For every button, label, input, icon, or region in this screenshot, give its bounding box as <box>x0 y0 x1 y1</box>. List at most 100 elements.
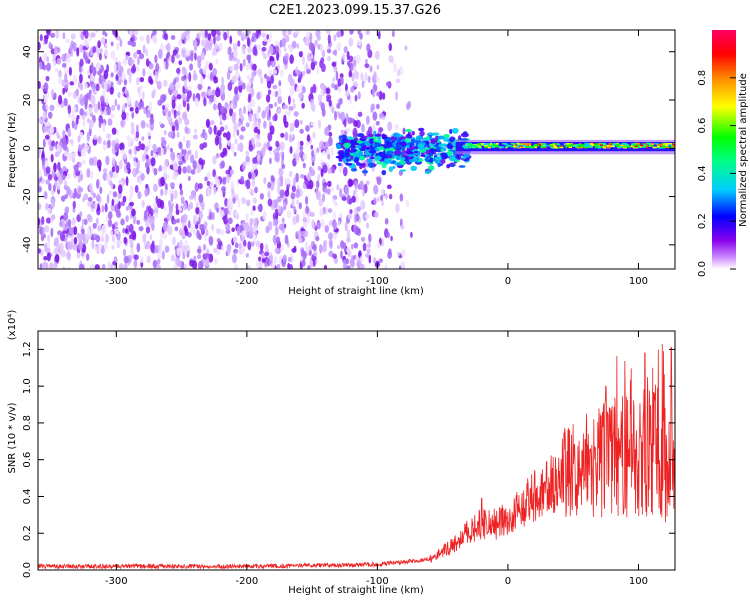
heatmap-cell <box>357 151 364 156</box>
heatmap-cell <box>207 187 212 197</box>
heatmap-cell <box>125 215 129 223</box>
heatmap-cell <box>388 248 392 256</box>
heatmap-cell <box>566 144 569 147</box>
heatmap-cell <box>62 129 66 138</box>
heatmap-cell <box>160 123 165 129</box>
heatmap-cell <box>543 145 546 148</box>
heatmap-cell <box>400 157 406 161</box>
heatmap-cell <box>181 148 185 155</box>
heatmap-cell <box>116 104 121 111</box>
heatmap-cell <box>229 35 233 45</box>
heatmap-cell <box>397 143 401 149</box>
heatmap-cell <box>248 171 252 180</box>
heatmap-cell <box>238 121 241 128</box>
heatmap-cell <box>339 76 344 86</box>
heatmap-cell <box>282 254 287 263</box>
heatmap-cell <box>440 148 444 153</box>
heatmap-cell <box>152 144 157 150</box>
heatmap-cell <box>376 196 381 203</box>
heatmap-cell <box>361 170 369 174</box>
heatmap-cell <box>662 146 665 149</box>
heatmap-cell <box>416 136 423 141</box>
heatmap-cell <box>494 143 499 146</box>
heatmap-cell <box>349 155 354 161</box>
heatmap-cell <box>224 124 228 131</box>
heatmap-cell <box>39 34 43 42</box>
heatmap-cell <box>345 162 353 166</box>
heatmap-cell <box>411 130 415 136</box>
heatmap-cell <box>97 242 103 250</box>
heatmap-cell <box>624 145 629 148</box>
heatmap-cell <box>346 237 351 243</box>
y-tick-label: 1.2 <box>22 341 33 357</box>
heatmap-cell <box>156 258 161 265</box>
heatmap-cell <box>324 224 330 233</box>
heatmap-cell <box>604 144 607 147</box>
heatmap-cell <box>410 231 413 239</box>
y-tick-label: 40 <box>22 45 33 58</box>
heatmap-cell <box>181 66 186 72</box>
heatmap-cell <box>381 162 387 169</box>
heatmap-cell <box>397 251 400 257</box>
heatmap-cell <box>220 186 227 193</box>
heatmap-cell <box>272 84 278 90</box>
heatmap-cell <box>283 120 289 128</box>
heatmap-cell <box>579 145 584 148</box>
heatmap-cell <box>577 146 579 149</box>
heatmap-cell <box>136 49 142 55</box>
heatmap-cell <box>305 205 310 214</box>
heatmap-cell <box>214 257 218 265</box>
heatmap-cell <box>655 143 660 145</box>
heatmap-cell <box>116 43 120 51</box>
heatmap-cell <box>280 244 284 252</box>
heatmap-cell <box>170 151 176 161</box>
heatmap-cell <box>194 149 199 159</box>
heatmap-cell <box>307 245 313 251</box>
heatmap-cell <box>63 97 68 107</box>
heatmap-cell <box>246 84 251 91</box>
heatmap-cell <box>61 135 67 145</box>
heatmap-cell <box>597 143 602 145</box>
heatmap-cell <box>46 62 51 72</box>
heatmap-cell <box>656 145 660 148</box>
heatmap-cell <box>278 223 284 231</box>
heatmap-cell <box>176 94 182 100</box>
heatmap-cell <box>258 256 261 262</box>
heatmap-cell <box>404 128 413 132</box>
heatmap-cell <box>365 213 370 219</box>
heatmap-cell <box>344 149 351 153</box>
heatmap-cell <box>209 212 213 220</box>
heatmap-cell <box>206 257 210 268</box>
heatmap-cell <box>630 145 633 148</box>
heatmap-cell <box>340 134 348 139</box>
heatmap-cell <box>240 175 245 183</box>
heatmap-cell <box>365 30 370 36</box>
heatmap-cell <box>292 32 298 39</box>
heatmap-cell <box>253 126 259 134</box>
heatmap-cell <box>277 107 281 114</box>
heatmap-cell <box>360 255 364 263</box>
heatmap-cell <box>233 248 239 254</box>
heatmap-cell <box>312 131 316 139</box>
heatmap-cell <box>60 195 66 202</box>
heatmap-cell <box>164 103 170 109</box>
heatmap-cell <box>68 66 73 76</box>
heatmap-cell <box>230 181 235 190</box>
heatmap-cell <box>284 34 290 43</box>
heatmap-cell <box>67 91 72 98</box>
heatmap-cell <box>667 145 669 147</box>
heatmap-cell <box>214 43 220 49</box>
heatmap-cell <box>178 240 183 249</box>
heatmap-cell <box>61 53 67 63</box>
heatmap-cell <box>327 153 331 160</box>
heatmap-cell <box>299 128 304 134</box>
heatmap-cell <box>642 143 644 145</box>
heatmap-cell <box>585 143 591 146</box>
heatmap-cell <box>198 260 203 269</box>
heatmap-cell <box>542 145 547 147</box>
heatmap-cell <box>226 70 231 81</box>
heatmap-cell <box>122 58 128 65</box>
heatmap-cell <box>209 38 213 48</box>
heatmap-cell <box>99 186 103 194</box>
x-tick-label: 0 <box>505 276 511 287</box>
